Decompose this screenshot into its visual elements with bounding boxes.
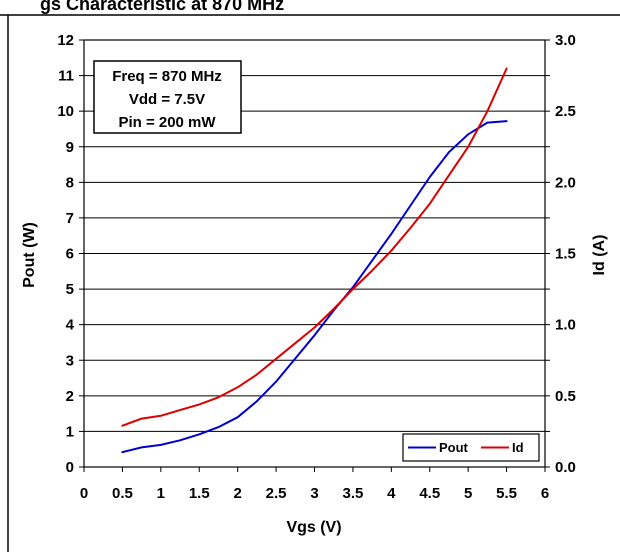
legend: Pout Id: [402, 433, 540, 462]
y-tick-label: 8: [66, 174, 74, 191]
y-tick-label: 7: [66, 210, 74, 227]
x-tick-label: 4: [387, 485, 396, 502]
annotation-freq: Freq = 870 MHz: [112, 68, 222, 85]
x-tick-label: 6: [541, 485, 549, 502]
x-tick-label: 2.5: [266, 485, 287, 502]
y2-axis-title: Id (A): [591, 235, 608, 276]
x-tick-label: 4.5: [419, 485, 440, 502]
y2-tick-label: 1.5: [555, 246, 576, 263]
x-tick-label: 1: [157, 485, 165, 502]
series-line-id: [121, 67, 508, 427]
annotation-vdd: Vdd = 7.5V: [129, 91, 205, 108]
series-line-pout: [121, 120, 508, 454]
y-tick-label: 10: [57, 103, 74, 120]
x-tick-label: 2: [233, 485, 241, 502]
y2-tick-label: 1.0: [555, 317, 576, 334]
y-tick-label: 0: [66, 459, 74, 476]
annotation-frame: [93, 60, 242, 134]
y2-tick-label: 2.0: [555, 174, 576, 191]
series-lines: [121, 67, 508, 454]
y2-tick-label: 3.0: [555, 32, 576, 49]
y-tick-label: 4: [66, 317, 75, 334]
y2-tick-label: 0.0: [555, 459, 576, 476]
y2-tick-label: 0.5: [555, 388, 576, 405]
y-tick-label: 9: [66, 139, 74, 156]
y-tick-label: 5: [66, 281, 74, 298]
x-tick-label: 1.5: [189, 485, 210, 502]
y-axis-title: Pout (W): [21, 222, 38, 288]
y2-tick-label: 2.5: [555, 103, 576, 120]
y-tick-label: 11: [58, 68, 74, 85]
annotation-box: Freq = 870 MHz Vdd = 7.5V Pin = 200 mW: [93, 60, 242, 134]
y-tick-label: 3: [66, 352, 74, 369]
x-tick-label: 0: [80, 485, 88, 502]
y-tick-label: 6: [66, 246, 74, 263]
x-tick-label: 3: [310, 485, 318, 502]
x-tick-label: 5: [464, 485, 472, 502]
y-tick-label: 12: [57, 32, 74, 49]
chart-title: gs Characteristic at 870 MHz: [40, 0, 284, 14]
legend-label-id: Id: [512, 440, 524, 455]
y-tick-label: 1: [66, 423, 74, 440]
x-axis-title: Vgs (V): [286, 519, 341, 536]
x-tick-label: 0.5: [112, 485, 133, 502]
y-tick-label: 2: [66, 388, 74, 405]
legend-label-pout: Pout: [439, 440, 469, 455]
legend-frame: [402, 433, 540, 462]
x-tick-label: 5.5: [496, 485, 517, 502]
x-tick-label: 3.5: [342, 485, 363, 502]
annotation-pin: Pin = 200 mW: [118, 114, 216, 131]
